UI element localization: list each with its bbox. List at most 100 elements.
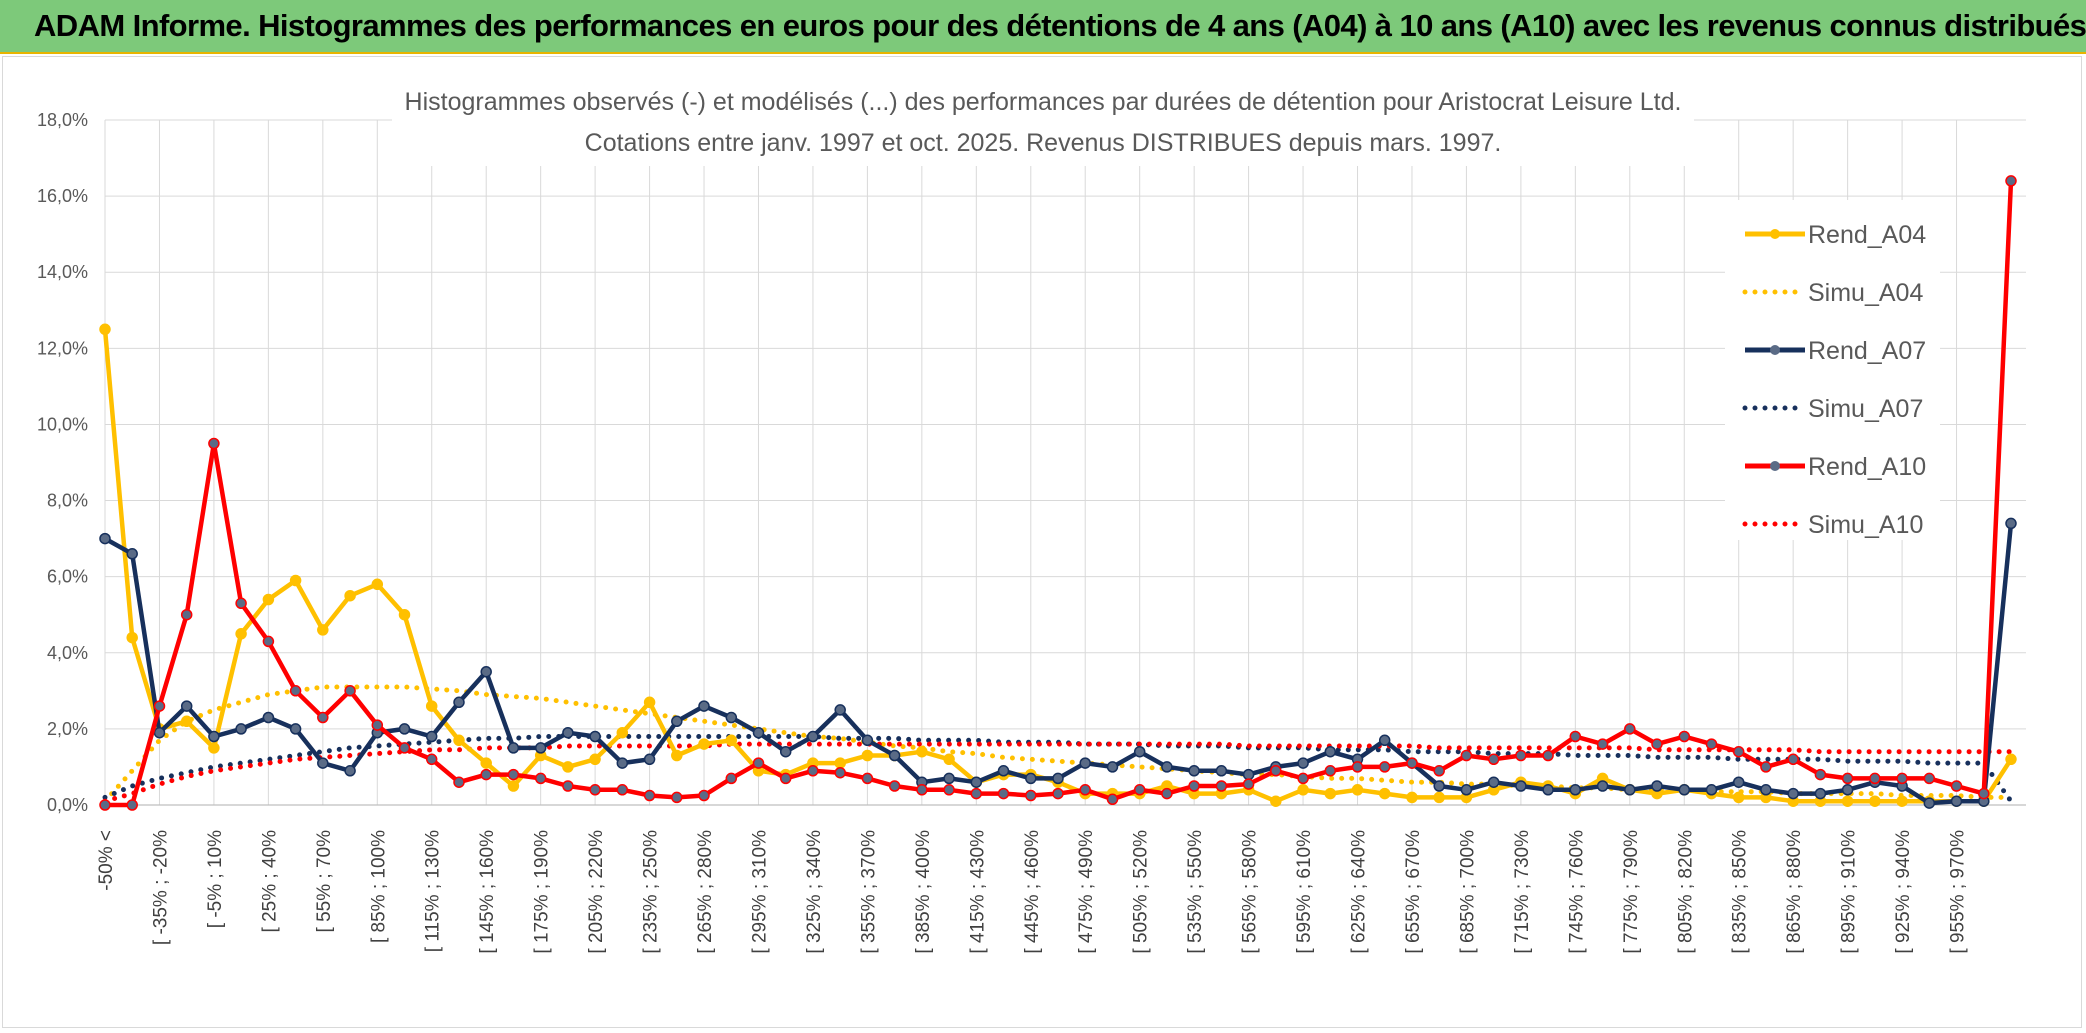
rend-a07-point xyxy=(970,776,983,788)
rend-a10-point xyxy=(371,719,384,731)
rend-a07-point xyxy=(235,723,247,735)
rend-a07-point xyxy=(643,753,656,766)
report-title: ADAM Informe. Histogrammes des performan… xyxy=(34,8,2086,43)
rend-a10-point xyxy=(807,765,819,777)
rend-a04-point xyxy=(916,745,928,758)
chart-title-box xyxy=(392,82,1694,166)
rend-a07-point xyxy=(1079,757,1091,769)
rend-a10-point xyxy=(1378,761,1391,773)
rend-a04-point xyxy=(344,589,356,602)
rend-a07-point xyxy=(262,711,275,724)
chart-legend: Rend_A04 Simu_A04 Rend_A07 Simu_A07 Rend_A10… xyxy=(1725,200,1940,540)
rend-a07-point xyxy=(725,711,738,724)
rend-a04-point xyxy=(2005,753,2017,766)
x-tick-label: [ 355% ; 370% xyxy=(858,830,879,954)
y-tick-label: 10,0% xyxy=(37,414,88,434)
legend-label-simu-a07: Simu_A07 xyxy=(1808,395,1923,423)
rend-a10-point xyxy=(1651,738,1663,750)
rend-a04-point xyxy=(1378,787,1391,800)
rend-a04-point xyxy=(1324,787,1337,800)
rend-a07-point xyxy=(425,730,438,743)
legend-label-rend-a07: Rend_A07 xyxy=(1808,337,1926,365)
rend-a07-point xyxy=(1841,784,1854,796)
rend-a10-point xyxy=(752,757,765,769)
chart-grid xyxy=(104,119,2026,806)
legend-label-simu-a10: Simu_A10 xyxy=(1808,511,1923,539)
rend-a10-point xyxy=(997,787,1010,800)
rend-a07-point xyxy=(698,700,710,712)
x-tick-label: [ 835% ; 850% xyxy=(1730,830,1751,954)
rend-a10-point xyxy=(1161,787,1173,800)
rend-a07-point xyxy=(1596,780,1609,792)
legend-marker-rend-a04 xyxy=(1770,229,1780,239)
rend-a10-point xyxy=(1215,780,1228,792)
rend-a10-point xyxy=(262,635,275,648)
x-tick-label: [ 475% ; 490% xyxy=(1076,830,1097,954)
rend-a10-point xyxy=(943,784,955,796)
rend-a07-point xyxy=(1760,784,1772,796)
rend-a10-point xyxy=(1760,761,1772,773)
rend-a10-point xyxy=(1542,749,1554,762)
rend-a10-point xyxy=(725,772,738,785)
x-tick-label: [ 865% ; 880% xyxy=(1784,830,1805,954)
rend-a10-point xyxy=(507,768,520,781)
rend-a07-point xyxy=(180,700,193,712)
rend-a07-point xyxy=(1052,772,1064,785)
rend-a07-point xyxy=(99,532,111,545)
rend-a10-point xyxy=(153,700,166,712)
rend-a07-point xyxy=(1297,757,1309,769)
rend-a10-point xyxy=(289,685,302,697)
rend-a07-point xyxy=(616,757,629,769)
rend-a04-point xyxy=(562,761,574,773)
x-tick-label: [ 55% ; 70% xyxy=(314,830,335,933)
rend-a07-point xyxy=(1188,765,1200,777)
x-tick-label: [ 715% ; 730% xyxy=(1512,830,1533,954)
rend-a04-point xyxy=(1406,791,1418,804)
series-rend-a10 xyxy=(99,175,2017,811)
legend-label-simu-a04: Simu_A04 xyxy=(1808,279,1923,307)
rend-a10-point xyxy=(398,742,411,754)
rend-a07-point xyxy=(1732,776,1745,788)
rend-a07-point xyxy=(1787,787,1799,800)
rend-a04-point xyxy=(616,726,629,739)
x-tick-label: [ 655% ; 670% xyxy=(1403,830,1424,954)
x-tick-label: [ 145% ; 160% xyxy=(477,830,498,954)
rend-a10-point xyxy=(616,784,629,796)
rend-a04-point xyxy=(208,742,220,754)
x-tick-label: [ 685% ; 700% xyxy=(1457,830,1478,954)
legend-label-rend-a10: Rend_A10 xyxy=(1808,453,1926,481)
x-tick-label: [ 565% ; 580% xyxy=(1240,830,1261,954)
rend-a04-point xyxy=(453,734,465,747)
x-tick-label: [ 175% ; 190% xyxy=(532,830,553,954)
series-layer xyxy=(99,175,2017,811)
rend-a10-point xyxy=(453,776,465,788)
x-tick-label: [ 385% ; 400% xyxy=(913,830,934,954)
rend-a07-point xyxy=(534,742,547,754)
x-tick-label: [ 85% ; 100% xyxy=(368,830,389,943)
y-tick-label: 16,0% xyxy=(37,186,88,206)
rend-a10-point xyxy=(235,597,247,610)
rend-a04-point xyxy=(99,323,111,336)
x-tick-label: [ 745% ; 760% xyxy=(1566,830,1587,954)
rend-a04-point xyxy=(943,753,955,766)
rend-a10-point xyxy=(99,799,111,811)
rend-a10-point xyxy=(1460,749,1473,762)
y-tick-label: 4,0% xyxy=(47,643,88,663)
legend-marker-rend-a07 xyxy=(1770,345,1780,355)
y-tick-label: 2,0% xyxy=(47,719,88,739)
x-tick-label: [ 115% ; 130% xyxy=(423,830,444,952)
rend-a04-point xyxy=(289,574,302,587)
rend-a10-point xyxy=(1978,787,1990,800)
rend-a10-point xyxy=(1841,772,1854,785)
rend-a04-point xyxy=(1896,795,1908,807)
report-banner: ADAM Informe. Histogrammes des performan… xyxy=(0,0,2086,54)
rend-a07-point xyxy=(1161,761,1173,773)
rend-a07-point xyxy=(1651,780,1663,792)
y-tick-label: 18,0% xyxy=(37,110,88,130)
rend-a07-point xyxy=(1705,784,1718,796)
chart-title: Histogrammes observés (-) et modélisés (… xyxy=(405,88,1682,116)
rend-a10-point xyxy=(671,791,683,804)
rend-a04-point xyxy=(1732,791,1745,804)
rend-a07-point xyxy=(671,715,683,728)
